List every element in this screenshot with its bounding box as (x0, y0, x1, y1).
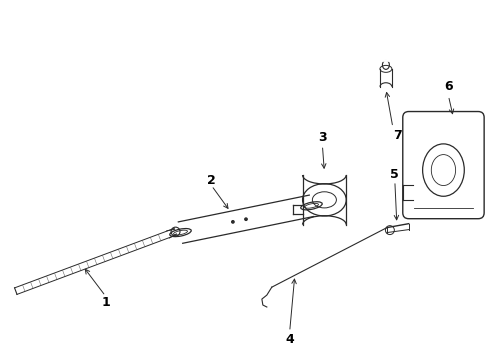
Text: 4: 4 (285, 333, 294, 346)
Text: 7: 7 (393, 129, 402, 142)
Text: 3: 3 (318, 131, 327, 144)
Circle shape (232, 221, 234, 223)
Text: 2: 2 (207, 174, 216, 187)
Text: 6: 6 (444, 80, 453, 93)
Circle shape (245, 218, 247, 220)
Text: 1: 1 (101, 296, 110, 309)
Text: 5: 5 (391, 167, 399, 181)
